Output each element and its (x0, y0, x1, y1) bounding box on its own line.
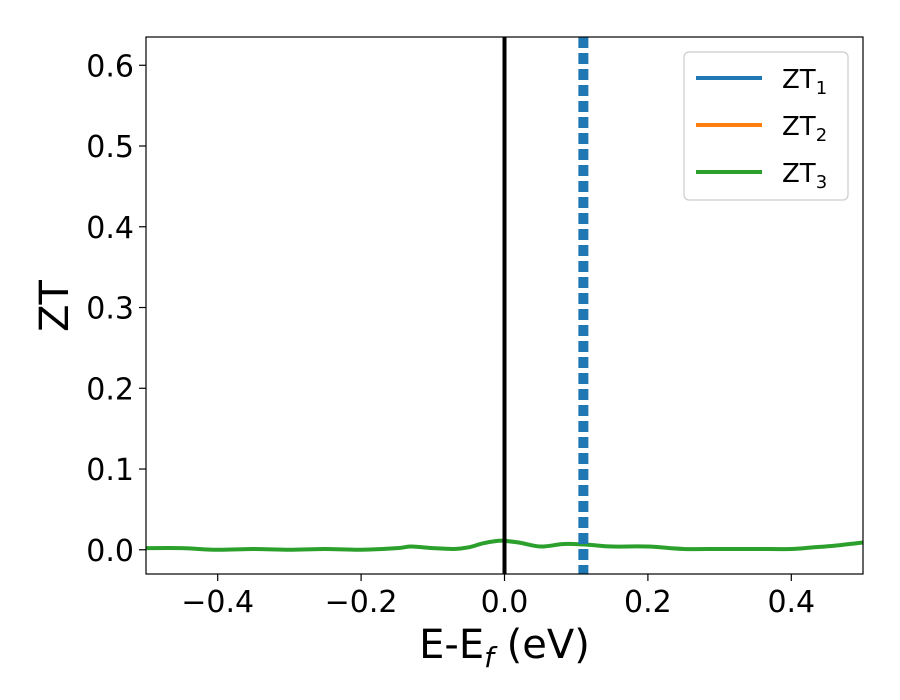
x-tick-label: 0.0 (481, 585, 529, 620)
x-tick-label: −0.2 (325, 585, 398, 620)
x-axis-title-tail: (eV) (494, 622, 590, 668)
y-tick-label: 0.5 (86, 130, 134, 165)
tick-layer: −0.4 −0.2 0.0 0.2 0.4 0.0 0.1 0.2 0.3 0.4 0.5 0.6 (86, 49, 815, 620)
data-layer (146, 37, 863, 574)
x-axis-title: E-Ef (eV) (419, 622, 590, 674)
x-tick-label: −0.4 (181, 585, 254, 620)
legend-label-2: ZT2 (782, 112, 827, 146)
x-tick-label: 0.4 (767, 585, 815, 620)
y-tick-label: 0.1 (86, 453, 134, 488)
legend: ZT1 ZT2 ZT3 (683, 51, 849, 201)
legend-items: ZT1 ZT2 ZT3 (696, 65, 827, 193)
y-tick-label: 0.0 (86, 534, 134, 569)
legend-box (683, 51, 849, 201)
x-tick-label: 0.2 (624, 585, 672, 620)
x-axis-title-base: E-E (419, 622, 484, 668)
y-tick-label: 0.6 (86, 49, 134, 84)
legend-label-1: ZT1 (782, 65, 827, 99)
legend-label-3: ZT3 (782, 159, 827, 193)
y-axis-title: ZT (32, 280, 78, 332)
y-tick-label: 0.3 (86, 292, 134, 327)
y-tick-label: 0.2 (86, 372, 134, 407)
y-tick-label: 0.4 (86, 211, 134, 246)
